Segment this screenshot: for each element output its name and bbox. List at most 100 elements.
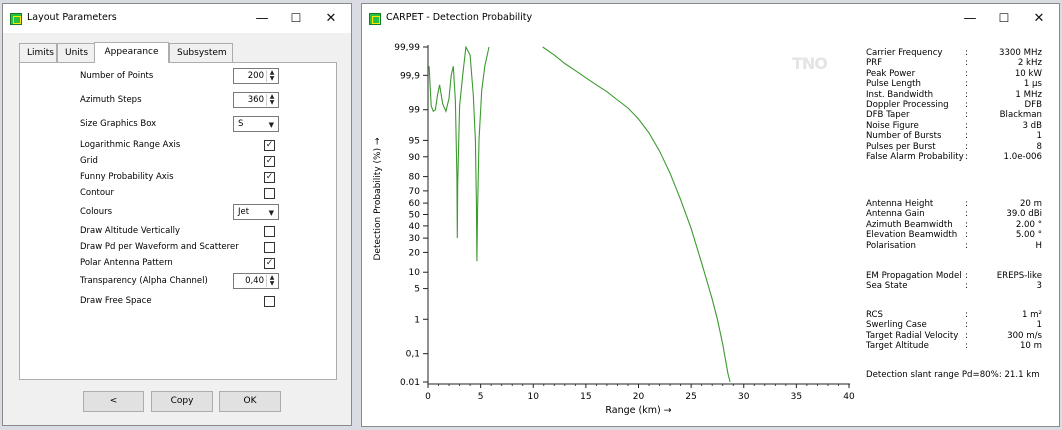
param-name: Swerling Case <box>866 320 927 331</box>
param-value: EREPS-like <box>996 271 1042 281</box>
dialog-titlebar: Layout Parameters — ☐ ✕ <box>3 4 351 33</box>
param-row: Noise Figure: 3 dB <box>866 121 1046 132</box>
param-colon: : <box>965 310 968 320</box>
param-row: Pulses per Burst: 8 <box>866 142 1046 153</box>
tab-units[interactable]: Units <box>57 43 95 62</box>
ok-button[interactable]: OK <box>219 391 281 412</box>
contour-checkbox[interactable] <box>264 188 275 199</box>
transparency-spinbox[interactable]: 0,40 ▲ ▼ <box>233 273 279 289</box>
grid-checkbox[interactable]: ✓ <box>264 156 275 167</box>
param-name: False Alarm Probability <box>866 152 964 162</box>
azimuth-steps-spinbox[interactable]: 360 ▲ ▼ <box>233 92 279 108</box>
param-row: Polarisation: H <box>866 241 1046 252</box>
grid-label: Grid <box>80 156 98 166</box>
param-colon: : <box>965 100 968 110</box>
chevron-down-icon: ▼ <box>268 121 274 129</box>
tab-appearance[interactable]: Appearance <box>94 42 169 63</box>
size-graphics-box-value: S <box>238 119 244 129</box>
spin-arrows-icon[interactable]: ▲ ▼ <box>266 275 277 287</box>
param-name: Azimuth Beamwidth <box>866 219 953 230</box>
number-of-points-spinbox[interactable]: 200 ▲ ▼ <box>233 68 279 84</box>
pd-series-line-1 <box>428 46 490 262</box>
y-tick-label: 0.01 <box>400 378 420 388</box>
param-value: DFB <box>1024 100 1042 110</box>
param-row: Antenna Height: 20 m <box>866 199 1046 210</box>
param-name: Target Altitude <box>866 341 929 352</box>
x-tick-label: 5 <box>478 392 484 402</box>
param-colon: : <box>965 131 968 142</box>
param-name: Elevation Beamwidth <box>866 230 958 241</box>
param-row: Target Altitude: 10 m <box>866 341 1046 352</box>
param-name: Carrier Frequency <box>866 48 943 58</box>
param-value: 1 <box>1036 131 1042 142</box>
logarithmic-range-axis-checkbox[interactable]: ✓ <box>264 140 275 151</box>
x-tick-label: 20 <box>633 392 645 402</box>
param-name: Peak Power <box>866 68 916 79</box>
chevron-down-icon: ▼ <box>268 209 274 217</box>
tab-limits[interactable]: Limits <box>19 43 57 62</box>
y-tick-label: 50 <box>409 211 421 221</box>
transparency-value: 0,40 <box>245 276 264 286</box>
param-value: 2.00 ° <box>1015 219 1042 230</box>
x-axis-title: Range (km) → <box>605 405 671 416</box>
param-name: EM Propagation Model <box>866 271 962 281</box>
detection-probability-chart: 99,9999,99995908070605040302010510,10.01… <box>394 43 855 416</box>
tab-subsystem[interactable]: Subsystem <box>169 43 233 62</box>
param-colon: : <box>965 271 968 281</box>
x-tick-label: 15 <box>580 392 591 402</box>
y-tick-label: 99,9 <box>400 71 420 81</box>
size-graphics-box-select[interactable]: S ▼ <box>233 116 279 132</box>
y-tick-label: 99 <box>409 106 421 116</box>
x-tick-label: 40 <box>843 392 855 402</box>
param-name: Target Radial Velocity <box>866 330 959 341</box>
carpet-window: CARPET - Detection Probability — ☐ ✕ TNO… <box>361 3 1060 427</box>
param-row: Azimuth Beamwidth: 2.00 ° <box>866 220 1046 231</box>
polar-antenna-pattern-checkbox[interactable]: ✓ <box>264 258 275 269</box>
layout-parameters-dialog: Layout Parameters — ☐ ✕ Limits Units App… <box>2 3 352 426</box>
previous-button[interactable]: < <box>83 391 144 412</box>
param-value: 3300 MHz <box>999 48 1042 58</box>
app-icon <box>369 13 381 25</box>
param-row: EM Propagation Model: EREPS-like <box>866 271 1046 282</box>
param-colon: : <box>965 240 968 251</box>
detection-range-footer: Detection slant range Pd=80%: 21.1 km <box>866 370 1040 380</box>
param-value: Blackman <box>999 110 1042 121</box>
y-tick-label: 60 <box>409 199 421 209</box>
draw-free-space-checkbox[interactable] <box>264 296 275 307</box>
minimize-icon[interactable]: — <box>963 11 977 26</box>
param-value: 20 m <box>1019 199 1042 209</box>
tno-watermark: TNO <box>792 54 828 73</box>
spin-arrows-icon[interactable]: ▲ ▼ <box>266 94 277 106</box>
funny-probability-axis-checkbox[interactable]: ✓ <box>264 172 275 183</box>
param-colon: : <box>965 48 968 58</box>
close-icon[interactable]: ✕ <box>1033 11 1045 26</box>
close-icon[interactable]: ✕ <box>325 11 337 26</box>
draw-pd-per-waveform-checkbox[interactable] <box>264 242 275 253</box>
param-colon: : <box>965 79 968 90</box>
y-tick-label: 70 <box>409 187 421 197</box>
minimize-icon[interactable]: — <box>255 11 269 26</box>
param-value: 8 <box>1036 141 1042 152</box>
appearance-panel: Number of Points 200 ▲ ▼ Azimuth Steps 36… <box>19 62 337 380</box>
logarithmic-range-axis-label: Logarithmic Range Axis <box>80 140 181 150</box>
param-value: 1 m² <box>1021 310 1042 320</box>
y-tick-label: 90 <box>409 153 421 163</box>
maximize-icon[interactable]: ☐ <box>290 11 302 25</box>
param-row: Number of Bursts: 1 <box>866 131 1046 142</box>
param-name: Antenna Height <box>866 199 934 209</box>
param-name: Number of Bursts <box>866 131 942 142</box>
param-value: 1.0e-006 <box>1003 152 1042 162</box>
spin-arrows-icon[interactable]: ▲ ▼ <box>266 70 277 82</box>
colours-label: Colours <box>80 207 113 217</box>
draw-altitude-vertically-checkbox[interactable] <box>264 226 275 237</box>
param-colon: : <box>965 89 968 100</box>
transparency-label: Transparency (Alpha Channel) <box>80 276 208 286</box>
param-row: False Alarm Probability: 1.0e-006 <box>866 152 1046 163</box>
x-tick-label: 25 <box>685 392 696 402</box>
param-row: Inst. Bandwidth: 1 MHz <box>866 90 1046 101</box>
param-value: 300 m/s <box>1007 330 1042 341</box>
copy-button[interactable]: Copy <box>151 391 213 412</box>
maximize-icon[interactable]: ☐ <box>998 11 1010 25</box>
param-colon: : <box>965 141 968 152</box>
colours-select[interactable]: Jet ▼ <box>233 204 279 220</box>
